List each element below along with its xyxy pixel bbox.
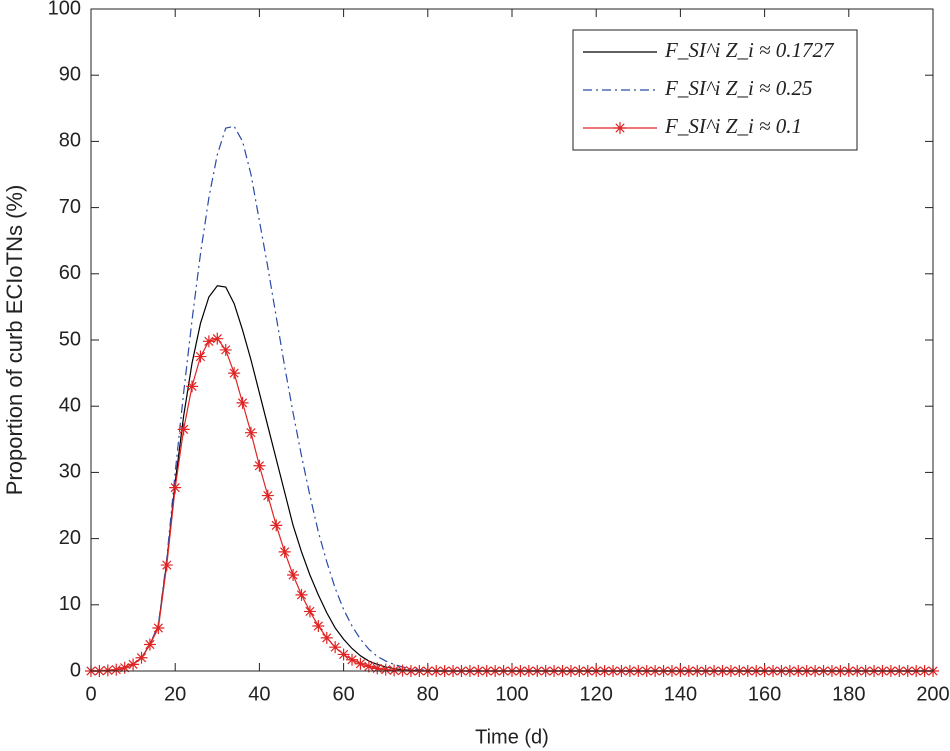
legend-label: F_SI^i Z_i ≈ 0.1 [664, 114, 802, 138]
x-tick-label: 180 [832, 683, 865, 705]
data-marker [202, 335, 215, 348]
y-tick-label: 40 [59, 394, 81, 416]
data-marker [312, 619, 325, 632]
x-tick-label: 0 [85, 683, 96, 705]
y-tick-label: 100 [48, 0, 81, 19]
data-marker [135, 651, 148, 664]
data-marker [287, 569, 300, 582]
x-tick-label: 200 [916, 683, 949, 705]
data-marker [303, 605, 316, 618]
data-marker [177, 423, 190, 436]
y-tick-label: 0 [70, 659, 81, 681]
data-marker [244, 426, 257, 439]
x-tick-label: 60 [332, 683, 354, 705]
y-tick-label: 70 [59, 196, 81, 218]
data-marker [362, 660, 375, 673]
data-marker [160, 559, 173, 572]
x-tick-label: 80 [417, 683, 439, 705]
data-marker [143, 638, 156, 651]
data-marker [329, 641, 342, 654]
x-tick-label: 20 [164, 683, 186, 705]
data-marker [110, 663, 123, 676]
legend-marker [614, 122, 626, 134]
data-marker [295, 588, 308, 601]
data-marker [101, 664, 114, 677]
y-tick-label: 20 [59, 527, 81, 549]
y-tick-label: 50 [59, 328, 81, 350]
data-marker [354, 657, 367, 670]
x-tick-label: 40 [248, 683, 270, 705]
x-tick-label: 160 [748, 683, 781, 705]
data-marker [261, 489, 274, 502]
axes-box [90, 8, 934, 672]
data-marker [228, 367, 241, 380]
legend-label: F_SI^i Z_i ≈ 0.25 [664, 76, 813, 100]
y-tick-label: 90 [59, 63, 81, 85]
data-marker [169, 481, 182, 494]
data-marker [346, 653, 359, 666]
data-marker [337, 648, 350, 661]
legend: F_SI^i Z_i ≈ 0.1727 F_SI^i Z_i ≈ 0.25 F_SI… [572, 29, 858, 151]
data-marker [371, 662, 384, 675]
data-marker [211, 332, 224, 345]
data-marker [118, 661, 131, 674]
data-marker [194, 350, 207, 363]
x-tick-label: 120 [580, 683, 613, 705]
data-marker [270, 519, 283, 532]
y-tick-label: 60 [59, 262, 81, 284]
legend-label: F_SI^i Z_i ≈ 0.1727 [664, 38, 835, 62]
data-marker [186, 380, 199, 393]
data-marker [379, 663, 392, 676]
data-marker [236, 396, 249, 409]
x-tick-label: 100 [495, 683, 528, 705]
data-marker [219, 343, 232, 356]
data-marker [320, 631, 333, 644]
y-tick-label: 80 [59, 130, 81, 152]
y-axis-label: Proportion of curb ECIoTNs (%) [2, 185, 27, 496]
data-marker [253, 459, 266, 472]
data-marker [152, 621, 165, 634]
data-marker [127, 658, 140, 671]
x-axis-label: Time (d) [475, 726, 549, 748]
x-tick-label: 140 [664, 683, 697, 705]
y-tick-label: 10 [59, 593, 81, 615]
data-marker [278, 545, 291, 558]
data-marker [388, 664, 401, 677]
y-tick-label: 30 [59, 461, 81, 483]
